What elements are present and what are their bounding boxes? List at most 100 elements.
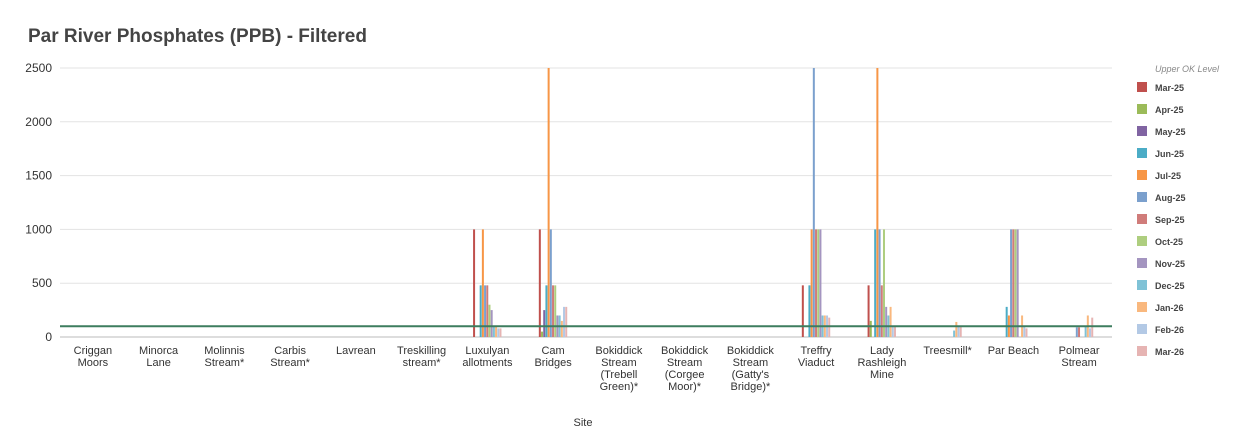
legend-item[interactable]: May-25: [1137, 126, 1186, 137]
legend-item[interactable]: Sep-25: [1137, 214, 1185, 225]
legend-item[interactable]: Jan-26: [1137, 302, 1184, 313]
bar[interactable]: [497, 328, 500, 337]
bar[interactable]: [563, 306, 566, 337]
bar[interactable]: [959, 326, 962, 337]
bar[interactable]: [889, 306, 892, 337]
legend-label: Dec-25: [1155, 281, 1185, 291]
legend-item[interactable]: Aug-25: [1137, 192, 1186, 203]
bar[interactable]: [495, 326, 498, 337]
y-tick-label: 0: [45, 330, 52, 344]
bar[interactable]: [547, 68, 550, 337]
bar[interactable]: [488, 304, 491, 337]
bar[interactable]: [817, 229, 820, 337]
legend-label: Sep-25: [1155, 215, 1185, 225]
bar[interactable]: [1084, 326, 1087, 337]
x-tick-label: Lady Rashleigh Mine: [857, 345, 906, 381]
legend-label: Jul-25: [1155, 171, 1181, 181]
legend-item[interactable]: Mar-26: [1137, 346, 1184, 357]
gridlines: [60, 67, 1112, 338]
bar[interactable]: [955, 321, 958, 337]
legend-item[interactable]: Jul-25: [1137, 170, 1181, 181]
bar[interactable]: [1012, 229, 1015, 337]
legend-swatch: [1137, 346, 1147, 356]
bar[interactable]: [560, 320, 563, 337]
bar[interactable]: [484, 285, 487, 337]
bar[interactable]: [473, 229, 476, 337]
legend-swatch: [1137, 236, 1147, 246]
bar[interactable]: [1016, 229, 1019, 337]
bar[interactable]: [953, 330, 956, 337]
legend[interactable]: Upper OK Level Mar-25 Apr-25 May-25 Jun-25 Ju…: [1137, 64, 1220, 357]
legend-swatch: [1137, 280, 1147, 290]
bar[interactable]: [885, 306, 888, 337]
bar[interactable]: [1089, 328, 1092, 337]
bar[interactable]: [891, 326, 894, 337]
bar[interactable]: [874, 229, 877, 337]
bar[interactable]: [565, 306, 568, 337]
bar[interactable]: [819, 229, 822, 337]
bar[interactable]: [1014, 229, 1017, 337]
bar[interactable]: [812, 68, 815, 337]
bar[interactable]: [481, 229, 484, 337]
bar[interactable]: [1025, 328, 1028, 337]
bar[interactable]: [1091, 317, 1094, 337]
x-tick-label: Criggan Moors: [74, 345, 113, 369]
legend-label: Jan-26: [1155, 303, 1184, 313]
bar[interactable]: [538, 229, 541, 337]
bar[interactable]: [882, 229, 885, 337]
bar[interactable]: [1023, 326, 1026, 337]
legend-title: Upper OK Level: [1155, 64, 1220, 74]
x-tick-label: Molinnis Stream*: [204, 345, 245, 369]
bar[interactable]: [549, 229, 552, 337]
bar[interactable]: [878, 229, 881, 337]
x-tick-label: Polmear Stream: [1059, 345, 1100, 369]
x-tick-label: Par Beach: [988, 345, 1039, 357]
x-axis: Criggan Moors Minorca Lane Molinnis Stream* Ca…: [74, 345, 1100, 393]
bar[interactable]: [492, 326, 495, 337]
bar[interactable]: [869, 320, 872, 337]
legend-item[interactable]: Jun-25: [1137, 148, 1184, 159]
bar[interactable]: [543, 310, 546, 337]
y-tick-label: 1500: [25, 169, 52, 183]
y-tick-label: 500: [32, 276, 52, 290]
legend-label: May-25: [1155, 127, 1186, 137]
bar[interactable]: [479, 285, 482, 337]
bar[interactable]: [876, 68, 879, 337]
bar[interactable]: [1078, 327, 1081, 337]
bar[interactable]: [552, 285, 555, 337]
bar[interactable]: [867, 285, 870, 337]
legend-item[interactable]: Dec-25: [1137, 280, 1185, 291]
legend-swatch: [1137, 192, 1147, 202]
legend-item[interactable]: Feb-26: [1137, 324, 1184, 335]
bar[interactable]: [486, 285, 489, 337]
bar[interactable]: [880, 285, 883, 337]
legend-item[interactable]: Nov-25: [1137, 258, 1185, 269]
legend-label: Apr-25: [1155, 105, 1184, 115]
bar[interactable]: [490, 310, 493, 337]
bar[interactable]: [893, 326, 896, 337]
x-tick-label: Minorca Lane: [139, 345, 179, 369]
bar[interactable]: [545, 285, 548, 337]
legend-label: Nov-25: [1155, 259, 1185, 269]
bar[interactable]: [808, 285, 811, 337]
y-tick-label: 2500: [25, 61, 52, 75]
bar[interactable]: [801, 285, 804, 337]
legend-swatch: [1137, 82, 1147, 92]
bar[interactable]: [957, 326, 960, 337]
bar[interactable]: [828, 317, 831, 337]
bar[interactable]: [815, 229, 818, 337]
x-tick-label: Luxulyan allotments: [462, 345, 513, 369]
bar[interactable]: [1075, 327, 1078, 337]
bar[interactable]: [810, 229, 813, 337]
legend-item[interactable]: Apr-25: [1137, 104, 1184, 115]
bar[interactable]: [1010, 229, 1013, 337]
legend-item[interactable]: Oct-25: [1137, 236, 1183, 247]
bar[interactable]: [499, 328, 502, 337]
bar[interactable]: [541, 331, 544, 337]
bar[interactable]: [554, 285, 557, 337]
bar[interactable]: [1005, 306, 1008, 337]
bars: [473, 68, 1094, 337]
legend-item[interactable]: Mar-25: [1137, 82, 1184, 93]
legend-swatch: [1137, 302, 1147, 312]
x-tick-label: Lavrean: [336, 345, 376, 357]
